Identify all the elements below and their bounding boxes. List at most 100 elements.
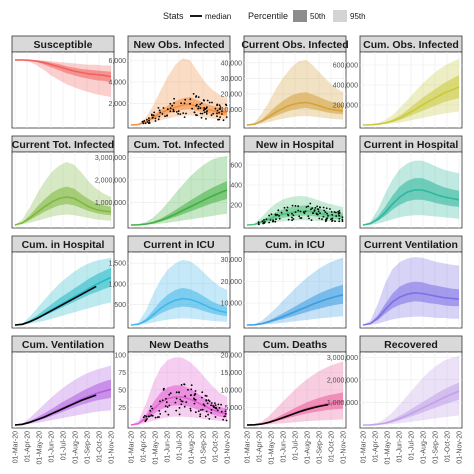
legend: Stats median Percentile 50th 95th [163,10,366,22]
observation-point-new-in-hospital [270,213,273,216]
observation-point-new-deaths [175,391,178,394]
observation-point-new-deaths [204,415,207,418]
observation-point-new-deaths [197,410,200,412]
observation-point-new-deaths [224,413,227,415]
observation-point-new-deaths [210,402,213,404]
observation-point-new-in-hospital [277,209,280,212]
observation-point-new-obs-infected [201,112,204,115]
observation-point-new-deaths [212,405,215,407]
observation-point-new-deaths [194,392,197,395]
observation-point-new-deaths [183,383,186,386]
strip-title-susceptible: Susceptible [34,39,93,51]
observation-point-new-in-hospital [257,221,260,224]
observation-point-new-obs-infected [143,120,146,122]
y-tick-label-recovered: 3,000,000 [327,355,358,362]
observation-point-new-obs-infected [203,111,206,114]
observed-line-cum-in-hospital [14,285,97,326]
observation-point-new-in-hospital [272,220,275,223]
x-tick-label: 01-Nov-20 [109,431,116,464]
observation-point-new-in-hospital [265,218,268,221]
x-tick-label: 01-Oct-20 [213,431,220,462]
observation-point-new-in-hospital [278,215,280,217]
x-tick-label: 01-Apr-20 [25,431,32,462]
strip-title-cum-tot-infected: Cum. Tot. Infected [134,139,225,151]
observation-point-new-in-hospital [331,213,334,216]
observation-point-new-obs-infected [166,108,169,111]
legend-p50-label: 50th [310,12,326,21]
y-tick-label-current-obs-infected: 30,000 [221,76,243,83]
panel-cum-in-icu: Cum. in ICU 10,000 20,000 30,000 [221,235,347,329]
observation-point-new-deaths [205,410,208,413]
observation-point-new-obs-infected [172,110,175,113]
y-tick-label-cum-deaths: 20,000 [221,353,243,360]
observation-point-new-obs-infected [205,111,208,113]
observation-point-new-obs-infected [158,115,161,118]
observation-point-new-deaths [200,409,202,411]
observation-point-new-in-hospital [322,206,325,209]
strip-title-current-in-icu: Current in ICU [143,239,214,251]
legend-p50-swatch [293,10,307,22]
observation-point-new-in-hospital [335,215,338,217]
panel-cum-deaths: Cum. Deaths 5,000 10,000 15,000 20,000 01-Mar… [221,335,348,464]
panel-cum-obs-infected: Cum. Obs. Infected 200,000 400,000 600,000 [333,35,463,129]
panel-current-obs-infected: Current Obs. Infected 10,000 20,000 30,000 4… [221,35,349,129]
median-line-current-ventilation [362,291,460,326]
observation-point-new-obs-infected [225,116,228,118]
observation-point-new-deaths [222,418,225,421]
observation-point-new-deaths [189,394,192,397]
observation-point-new-deaths [189,409,192,412]
observation-point-new-in-hospital [308,217,310,220]
band-p50-current-obs-infected [247,92,343,125]
observation-point-new-in-hospital [269,219,272,221]
observation-point-new-in-hospital [291,204,294,207]
observation-point-new-obs-infected [172,108,175,111]
median-line-new-obs-infected [130,103,228,126]
observation-point-new-in-hospital [338,217,341,220]
observation-point-new-deaths [178,413,181,416]
band-p50-recovered [363,382,459,425]
observation-point-new-deaths [208,400,211,403]
x-tick-label: 01-Apr-20 [141,431,148,462]
y-tick-label-cum-deaths: 5,000 [224,405,242,412]
band-p50-current-in-hospital [363,178,459,225]
median-line-current-in-hospital [362,189,460,226]
observation-point-new-deaths [201,408,204,411]
panel-recovered: Recovered 1,000,000 2,000,000 3,000,000 01-M… [327,335,464,464]
observation-point-new-deaths [199,415,202,418]
observation-point-new-in-hospital [263,222,265,225]
observation-point-new-deaths [199,413,202,416]
observation-point-new-in-hospital [335,211,337,214]
observation-point-new-obs-infected [214,107,217,110]
panel-current-in-icu: Current in ICU 500 1,000 1,500 [108,235,231,329]
x-tick-label: 01-Mar-20 [245,431,252,463]
observation-point-new-obs-infected [169,110,172,113]
panel-current-ventilation: Current Ventilation [359,235,463,329]
observation-point-new-deaths [193,394,196,397]
observed-line-cum-deaths [246,403,329,426]
observation-point-new-deaths [206,402,209,405]
observation-point-new-in-hospital [326,212,328,215]
band-p95-cum-in-hospital [15,257,111,325]
observation-point-new-obs-infected [205,118,207,120]
y-tick-label-new-deaths: 25 [118,405,126,412]
observation-point-new-obs-infected [159,111,162,114]
observation-point-new-in-hospital [338,214,341,217]
observation-point-new-obs-infected [206,99,209,102]
panel-susceptible: Susceptible [11,35,115,129]
observation-point-new-obs-infected [196,114,198,117]
median-line-recovered [362,390,460,426]
observation-point-new-obs-infected [212,112,215,115]
observation-point-new-in-hospital [318,217,321,220]
observation-point-new-obs-infected [205,113,208,115]
observation-point-new-in-hospital [287,214,290,217]
observation-point-new-obs-infected [208,101,211,104]
observation-point-new-obs-infected [183,116,186,118]
observation-point-new-obs-infected [197,107,200,110]
observation-point-new-obs-infected [195,104,198,107]
observation-point-new-in-hospital [341,216,344,219]
x-tick-label: 01-Sep-20 [317,431,324,464]
y-tick-label-cum-in-icu: 20,000 [221,279,243,286]
observation-point-new-deaths [151,414,153,417]
observation-point-new-in-hospital [316,213,319,216]
observation-point-new-obs-infected [193,111,196,114]
